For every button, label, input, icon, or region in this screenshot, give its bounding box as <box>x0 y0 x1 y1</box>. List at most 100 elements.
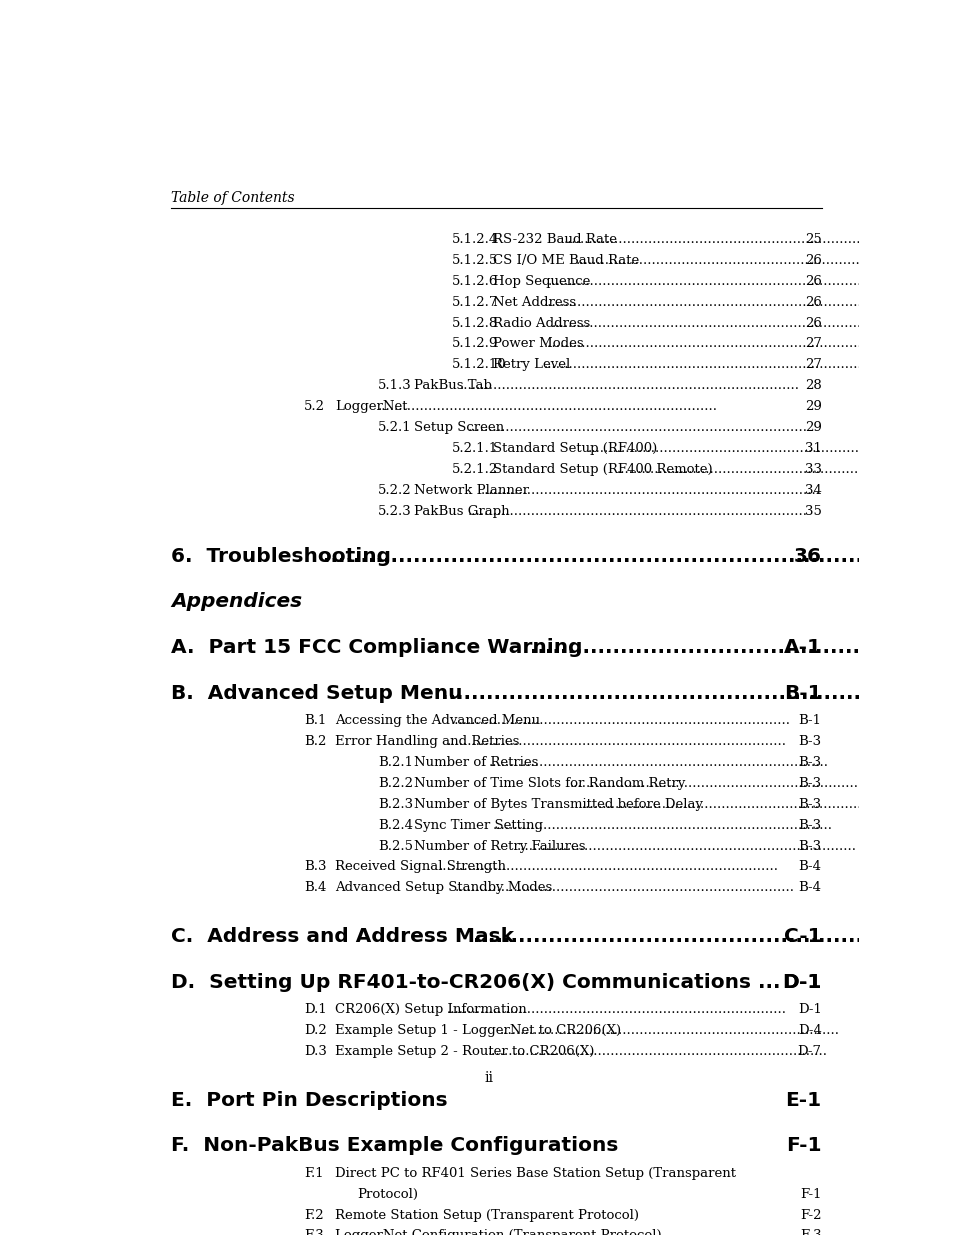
Text: C.  Address and Address Mask: C. Address and Address Mask <box>171 927 514 946</box>
Text: B-4: B-4 <box>798 861 821 873</box>
Text: 26: 26 <box>804 253 821 267</box>
Text: ................................................................................: ........................................… <box>438 861 778 873</box>
Text: D-1: D-1 <box>781 973 821 992</box>
Text: 5.1.2.10: 5.1.2.10 <box>452 358 506 372</box>
Text: Standard Setup (RF400 Remote): Standard Setup (RF400 Remote) <box>492 463 712 475</box>
Text: 25: 25 <box>804 233 821 246</box>
Text: ................................................................................: ........................................… <box>446 735 786 748</box>
Text: 29: 29 <box>804 421 821 435</box>
Text: 35: 35 <box>804 505 821 517</box>
Text: Received Signal Strength: Received Signal Strength <box>335 861 506 873</box>
Text: 36: 36 <box>793 547 821 566</box>
Text: ................................................................................: ........................................… <box>581 798 922 810</box>
Text: LoggerNet: LoggerNet <box>335 400 407 414</box>
Text: ................................................................................: ........................................… <box>542 337 882 351</box>
Text: ................................................................................: ........................................… <box>560 1136 953 1155</box>
Text: 5.1.2.7: 5.1.2.7 <box>452 295 497 309</box>
Text: B-4: B-4 <box>798 882 821 894</box>
Text: ................................................................................: ........................................… <box>399 1188 740 1200</box>
Text: D.3: D.3 <box>304 1045 327 1058</box>
Text: B.  Advanced Setup Menu: B. Advanced Setup Menu <box>171 684 462 703</box>
Text: 5.2.3: 5.2.3 <box>377 505 412 517</box>
Text: ................................................................................: ........................................… <box>377 400 717 414</box>
Text: Table of Contents: Table of Contents <box>171 191 294 205</box>
Text: 26: 26 <box>804 316 821 330</box>
Text: D.2: D.2 <box>304 1024 327 1037</box>
Text: B-1: B-1 <box>783 684 821 703</box>
Text: Advanced Setup Standby Modes: Advanced Setup Standby Modes <box>335 882 552 894</box>
Text: ................................................................................: ........................................… <box>488 756 828 769</box>
Text: Example Setup 1 - LoggerNet to CR206(X): Example Setup 1 - LoggerNet to CR206(X) <box>335 1024 620 1037</box>
Text: F.  Non-PakBus Example Configurations: F. Non-PakBus Example Configurations <box>171 1136 618 1155</box>
Text: ................................................................................: ........................................… <box>563 233 902 246</box>
Text: B.1: B.1 <box>304 714 326 727</box>
Text: ................................................................................: ........................................… <box>451 714 790 727</box>
Text: D-1: D-1 <box>781 973 821 992</box>
Text: Appendices: Appendices <box>171 593 302 611</box>
Text: E.  Port Pin Descriptions: E. Port Pin Descriptions <box>171 1091 447 1109</box>
Text: Power Modes: Power Modes <box>492 337 582 351</box>
Text: ................................................................................: ........................................… <box>446 1003 786 1016</box>
Text: B.4: B.4 <box>304 882 326 894</box>
Text: D-1: D-1 <box>797 1003 821 1016</box>
Text: Number of Bytes Transmitted before Delay: Number of Bytes Transmitted before Delay <box>413 798 701 810</box>
Text: 28: 28 <box>804 379 821 393</box>
Text: 27: 27 <box>804 358 821 372</box>
Text: B-3: B-3 <box>798 840 821 852</box>
Text: Example Setup 2 - Router to CR206(X): Example Setup 2 - Router to CR206(X) <box>335 1045 594 1058</box>
Text: 5.1.2.8: 5.1.2.8 <box>452 316 497 330</box>
Text: ................................................................................: ........................................… <box>616 463 953 475</box>
Text: B-3: B-3 <box>798 756 821 769</box>
Text: Protocol): Protocol) <box>357 1188 417 1200</box>
Text: B-3: B-3 <box>798 819 821 831</box>
Text: ................................................................................: ........................................… <box>322 547 922 566</box>
Text: ................................................................................: ........................................… <box>569 777 909 789</box>
Text: B-3: B-3 <box>798 777 821 789</box>
Text: F.1: F.1 <box>304 1167 323 1179</box>
Text: ................................................................................: ........................................… <box>492 819 832 831</box>
Text: Number of Retry Failures: Number of Retry Failures <box>413 840 584 852</box>
Text: Radio Address: Radio Address <box>492 316 589 330</box>
Text: Sync Timer Setting: Sync Timer Setting <box>413 819 542 831</box>
Text: ................................................................................: ........................................… <box>487 1045 826 1058</box>
Text: F.3: F.3 <box>304 1229 323 1235</box>
Text: 34: 34 <box>804 484 821 496</box>
Text: B.2: B.2 <box>304 735 326 748</box>
Text: CR206(X) Setup Information: CR206(X) Setup Information <box>335 1003 526 1016</box>
Text: B.2.3: B.2.3 <box>377 798 413 810</box>
Text: ................................................................................: ........................................… <box>472 927 953 946</box>
Text: A-1: A-1 <box>782 638 821 657</box>
Text: ................................................................................: ........................................… <box>480 484 820 496</box>
Text: 5.1.2.4: 5.1.2.4 <box>452 233 497 246</box>
Text: B.2.5: B.2.5 <box>377 840 413 852</box>
Text: ................................................................................: ........................................… <box>499 1024 839 1037</box>
Text: 31: 31 <box>804 442 821 454</box>
Text: B.2.4: B.2.4 <box>377 819 413 831</box>
Text: ................................................................................: ........................................… <box>542 295 882 309</box>
Text: Standard Setup (RF400): Standard Setup (RF400) <box>492 442 657 454</box>
Text: CS I/O ME Baud Rate: CS I/O ME Baud Rate <box>492 253 639 267</box>
Text: Net Address: Net Address <box>492 295 576 309</box>
Text: C-1: C-1 <box>783 927 821 946</box>
Text: Hop Sequence: Hop Sequence <box>492 274 589 288</box>
Text: Retry Level: Retry Level <box>492 358 569 372</box>
Text: 26: 26 <box>804 274 821 288</box>
Text: PakBus Tab: PakBus Tab <box>413 379 491 393</box>
Text: ................................................................................: ........................................… <box>440 684 953 703</box>
Text: ................................................................................: ........................................… <box>587 442 927 454</box>
Text: B-3: B-3 <box>798 798 821 810</box>
Text: ................................................................................: ........................................… <box>547 274 886 288</box>
Text: Remote Station Setup (Transparent Protocol): Remote Station Setup (Transparent Protoc… <box>335 1209 639 1221</box>
Text: D.  Setting Up RF401-to-CR206(X) Communications ...: D. Setting Up RF401-to-CR206(X) Communic… <box>171 973 780 992</box>
Text: ................................................................................: ........................................… <box>542 358 882 372</box>
Text: Direct PC to RF401 Series Base Station Setup (Transparent: Direct PC to RF401 Series Base Station S… <box>335 1167 736 1179</box>
Text: ................................................................................: ........................................… <box>516 1209 855 1221</box>
Text: ................................................................................: ........................................… <box>468 421 807 435</box>
Text: ................................................................................: ........................................… <box>551 316 890 330</box>
Text: F-3: F-3 <box>800 1229 821 1235</box>
Text: 5.2: 5.2 <box>304 400 325 414</box>
Text: F-1: F-1 <box>800 1188 821 1200</box>
Text: RS-232 Baud Rate: RS-232 Baud Rate <box>492 233 616 246</box>
Text: A.  Part 15 FCC Compliance Warning: A. Part 15 FCC Compliance Warning <box>171 638 582 657</box>
Text: ................................................................................: ........................................… <box>468 505 807 517</box>
